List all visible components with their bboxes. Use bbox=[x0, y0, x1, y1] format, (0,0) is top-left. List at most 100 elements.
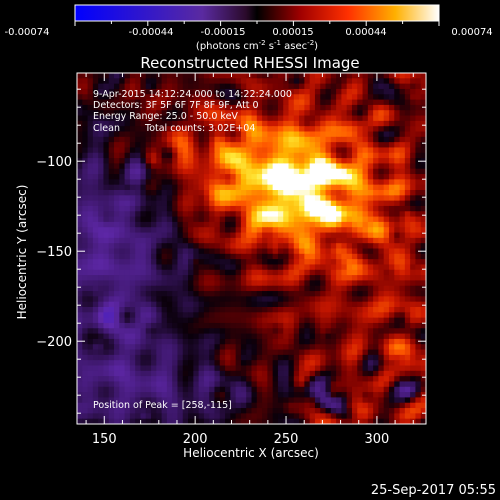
heatmap-cell bbox=[336, 275, 342, 282]
heatmap-cell bbox=[246, 216, 253, 223]
heatmap-cell bbox=[230, 317, 237, 324]
heatmap-cell bbox=[346, 147, 353, 154]
heatmap-cell bbox=[214, 365, 221, 372]
heatmap-cell bbox=[394, 94, 401, 101]
heatmap-cell bbox=[230, 83, 237, 90]
heatmap-cell bbox=[277, 94, 284, 101]
heatmap-cell bbox=[325, 301, 332, 308]
heatmap-cell bbox=[346, 88, 353, 95]
heatmap-cell bbox=[209, 163, 216, 170]
heatmap-cell bbox=[325, 291, 332, 297]
heatmap-cell bbox=[325, 418, 332, 424]
heatmap-cell bbox=[87, 99, 94, 106]
heatmap-cell bbox=[92, 338, 99, 345]
heatmap-cell bbox=[140, 418, 147, 424]
heatmap-cell bbox=[172, 285, 179, 292]
heatmap-cell bbox=[82, 338, 89, 345]
heatmap-cell bbox=[77, 402, 83, 409]
heatmap-cell bbox=[203, 418, 210, 424]
heatmap-cell bbox=[182, 269, 189, 276]
heatmap-cell bbox=[172, 211, 179, 218]
heatmap-cell bbox=[209, 200, 216, 207]
heatmap-cell bbox=[103, 83, 110, 90]
heatmap-cell bbox=[140, 259, 147, 266]
heatmap-cell bbox=[378, 370, 385, 377]
heatmap-cell bbox=[219, 88, 226, 95]
heatmap-cell bbox=[103, 211, 110, 218]
heatmap-cell bbox=[203, 126, 210, 133]
heatmap-cell bbox=[151, 333, 157, 340]
heatmap-cell bbox=[124, 418, 131, 424]
heatmap-cell bbox=[320, 126, 327, 133]
heatmap-cell bbox=[383, 120, 390, 127]
heatmap-cell bbox=[320, 190, 327, 196]
heatmap-cell bbox=[415, 152, 422, 159]
heatmap-cell bbox=[357, 200, 364, 207]
heatmap-cell bbox=[388, 365, 395, 372]
heatmap-cell bbox=[214, 344, 221, 351]
heatmap-cell bbox=[182, 338, 189, 345]
heatmap-cell bbox=[346, 370, 353, 377]
heatmap-cell bbox=[161, 344, 168, 351]
heatmap-cell bbox=[114, 413, 120, 420]
heatmap-cell bbox=[262, 190, 268, 196]
heatmap-cell bbox=[87, 136, 94, 143]
heatmap-cell bbox=[77, 205, 83, 212]
heatmap-cell bbox=[256, 381, 263, 388]
heatmap-cell bbox=[383, 200, 390, 207]
heatmap-cell bbox=[151, 392, 157, 399]
heatmap-cell bbox=[293, 264, 300, 271]
heatmap-cell bbox=[193, 152, 200, 159]
heatmap-cell bbox=[145, 253, 152, 260]
heatmap-cell bbox=[124, 152, 131, 159]
heatmap-cell bbox=[357, 237, 364, 244]
heatmap-cell bbox=[166, 126, 173, 133]
heatmap-cell bbox=[272, 120, 279, 127]
heatmap-cell bbox=[388, 280, 395, 287]
heatmap-cell bbox=[92, 296, 99, 303]
heatmap-cell bbox=[410, 120, 417, 127]
heatmap-cell bbox=[119, 184, 126, 191]
heatmap-cell bbox=[124, 131, 131, 138]
heatmap-cell bbox=[351, 397, 358, 404]
heatmap-cell bbox=[267, 73, 274, 79]
heatmap-cell bbox=[404, 136, 411, 143]
heatmap-cell bbox=[140, 253, 147, 260]
heatmap-cell bbox=[420, 211, 426, 218]
heatmap-cell bbox=[230, 248, 237, 255]
heatmap-cell bbox=[198, 88, 205, 95]
heatmap-cell bbox=[277, 413, 284, 420]
heatmap-cell bbox=[166, 152, 173, 159]
heatmap-cell bbox=[256, 392, 263, 399]
heatmap-cell bbox=[161, 338, 168, 345]
heatmap-cell bbox=[230, 312, 237, 319]
heatmap-cell bbox=[256, 365, 263, 372]
heatmap-cell bbox=[415, 221, 422, 228]
heatmap-cell bbox=[240, 280, 247, 287]
heatmap-cell bbox=[156, 376, 163, 383]
heatmap-cell bbox=[240, 115, 247, 122]
heatmap-cell bbox=[161, 354, 168, 361]
heatmap-cell bbox=[193, 392, 200, 399]
heatmap-cell bbox=[135, 280, 142, 287]
heatmap-cell bbox=[341, 328, 348, 335]
heatmap-cell bbox=[394, 381, 401, 388]
heatmap-cell bbox=[77, 376, 83, 383]
heatmap-cell bbox=[129, 248, 136, 255]
heatmap-cell bbox=[225, 360, 231, 367]
heatmap-cell bbox=[225, 285, 231, 292]
heatmap-cell bbox=[240, 163, 247, 170]
heatmap-cell bbox=[209, 264, 216, 271]
heatmap-cell bbox=[177, 365, 184, 372]
heatmap-cell bbox=[404, 408, 411, 414]
heatmap-cell bbox=[341, 296, 348, 303]
heatmap-cell bbox=[357, 78, 364, 85]
heatmap-cell bbox=[304, 291, 311, 297]
heatmap-cell bbox=[309, 99, 316, 106]
heatmap-cell bbox=[267, 259, 274, 266]
heatmap-cell bbox=[251, 237, 258, 244]
heatmap-cell bbox=[172, 418, 179, 424]
heatmap-cell bbox=[182, 365, 189, 372]
heatmap-cell bbox=[151, 301, 157, 308]
heatmap-cell bbox=[346, 392, 353, 399]
